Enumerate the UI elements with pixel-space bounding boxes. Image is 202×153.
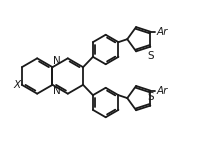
Text: N: N xyxy=(54,56,61,66)
Text: Ar: Ar xyxy=(156,86,168,96)
Text: Ar: Ar xyxy=(156,27,168,37)
Text: X: X xyxy=(14,80,21,90)
Text: S: S xyxy=(147,51,154,61)
Text: N: N xyxy=(54,86,61,96)
Text: S: S xyxy=(147,92,154,102)
